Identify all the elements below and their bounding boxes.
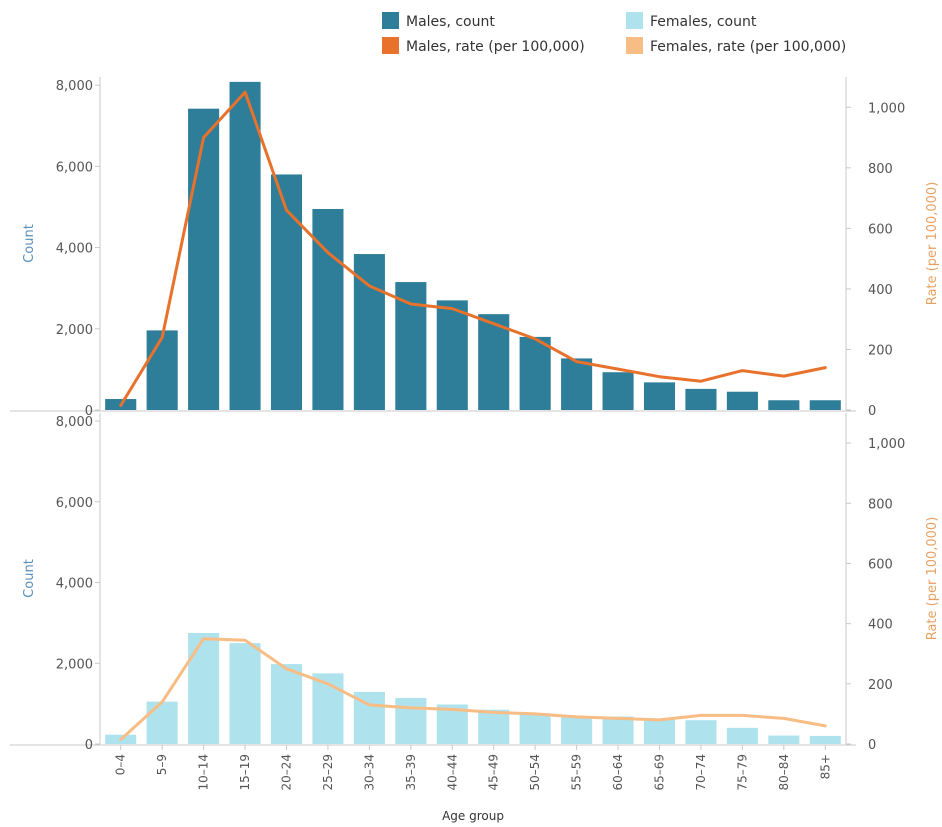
bar-females-9 [478, 709, 510, 744]
left-tick-label: 8,000 [56, 415, 93, 430]
bar-males-7 [395, 282, 427, 410]
bar-males-5 [312, 208, 344, 410]
bar-males-15 [726, 391, 758, 410]
left-axis-title: Count [22, 559, 37, 598]
bar-females-4 [270, 664, 303, 744]
x-tick-label: 10–14 [197, 754, 211, 791]
bar-females-16 [768, 735, 800, 744]
right-axis-title: Rate (per 100,000) [925, 182, 940, 306]
legend-swatch-females_rate [626, 37, 643, 54]
bar-females-10 [519, 713, 551, 744]
x-tick-label: 15–19 [238, 754, 252, 791]
bar-females-13 [643, 718, 676, 744]
bar-males-8 [436, 300, 468, 410]
right-axis-title: Rate (per 100,000) [925, 517, 940, 641]
rate-line-females [119, 637, 827, 741]
bar-males-9 [478, 314, 510, 410]
right-tick-label: 0 [868, 738, 876, 753]
x-tick-label: 75–79 [735, 754, 749, 791]
legend-swatch-males_rate [382, 37, 399, 54]
right-tick-label: 400 [868, 618, 893, 633]
x-tick-label: 5–9 [155, 754, 169, 775]
x-axis: 0–4 5–9 10–14 15–19 20–24 25–29 30–34 35–39 40–4… [114, 745, 832, 823]
left-tick-label: 4,000 [56, 577, 93, 592]
bar-males-11 [561, 358, 593, 410]
right-tick-label: 600 [868, 557, 893, 572]
right-tick-label: 200 [868, 678, 893, 693]
right-tick-label: 800 [868, 162, 893, 177]
left-tick-label: 2,000 [56, 657, 93, 672]
x-tick-label: 85+ [818, 754, 832, 779]
bar-females-1 [146, 701, 178, 744]
bar-females-2 [188, 632, 220, 744]
x-tick-label: 30–34 [362, 754, 376, 791]
x-tick-label: 45–49 [487, 754, 501, 791]
x-tick-label: 50–54 [528, 754, 542, 791]
legend: Males, count Females, count Males, rate (p… [382, 12, 846, 55]
x-tick-label: 20–24 [280, 754, 294, 791]
panel-males: 0 2,000 4,000 6,000 8,000 0 200 400 600 800 1,000 C… [10, 77, 940, 419]
left-tick-label: 6,000 [56, 160, 93, 175]
bar-males-10 [519, 336, 551, 410]
bar-females-7 [395, 697, 427, 744]
left-tick-label: 8,000 [56, 79, 93, 94]
x-tick-label: 65–69 [653, 754, 667, 791]
x-axis-title: Age group [442, 809, 504, 823]
right-tick-label: 1,000 [868, 437, 905, 452]
left-tick-label: 4,000 [56, 242, 93, 257]
x-tick-label: 40–44 [445, 754, 459, 791]
bar-females-14 [685, 720, 717, 744]
x-tick-label: 55–59 [570, 754, 584, 791]
bar-males-1 [146, 330, 178, 410]
bar-males-3 [229, 81, 261, 410]
legend-swatch-males_count [382, 12, 399, 29]
panel-females: 0 2,000 4,000 6,000 8,000 0 200 400 600 800 1,000 C… [10, 413, 940, 753]
rate-line-males [119, 90, 827, 407]
x-tick-label: 70–74 [694, 754, 708, 791]
x-tick-label: 0–4 [114, 754, 128, 775]
bar-males-6 [353, 254, 385, 410]
bar-males-14 [685, 388, 717, 410]
right-tick-label: 0 [868, 404, 876, 419]
bar-females-15 [726, 727, 758, 744]
bar-females-12 [602, 716, 634, 744]
left-tick-label: 2,000 [56, 323, 93, 338]
x-tick-label: 60–64 [611, 754, 625, 791]
bar-males-13 [643, 382, 676, 410]
x-tick-label: 25–29 [321, 754, 335, 791]
bar-females-11 [561, 716, 593, 744]
bar-females-3 [229, 643, 261, 744]
right-tick-label: 600 [868, 222, 893, 237]
legend-label-males_count: Males, count [406, 14, 495, 30]
bar-males-16 [768, 400, 800, 410]
left-tick-label: 6,000 [56, 496, 93, 511]
left-axis-title: Count [22, 224, 37, 263]
bar-females-17 [809, 735, 841, 744]
bar-males-2 [188, 108, 220, 411]
right-tick-label: 1,000 [868, 101, 905, 116]
bar-males-4 [270, 174, 303, 410]
legend-label-females_count: Females, count [650, 14, 757, 30]
legend-swatch-females_count [626, 12, 643, 29]
bar-males-17 [809, 400, 841, 410]
bar-males-12 [602, 372, 634, 410]
x-tick-label: 80–84 [777, 754, 791, 791]
right-tick-label: 200 [868, 343, 893, 358]
right-tick-label: 400 [868, 283, 893, 298]
left-tick-label: 0 [85, 404, 93, 419]
legend-label-males_rate: Males, rate (per 100,000) [406, 39, 585, 55]
legend-label-females_rate: Females, rate (per 100,000) [650, 39, 846, 55]
x-tick-label: 35–39 [404, 754, 418, 791]
right-tick-label: 800 [868, 497, 893, 512]
left-tick-label: 0 [85, 738, 93, 753]
